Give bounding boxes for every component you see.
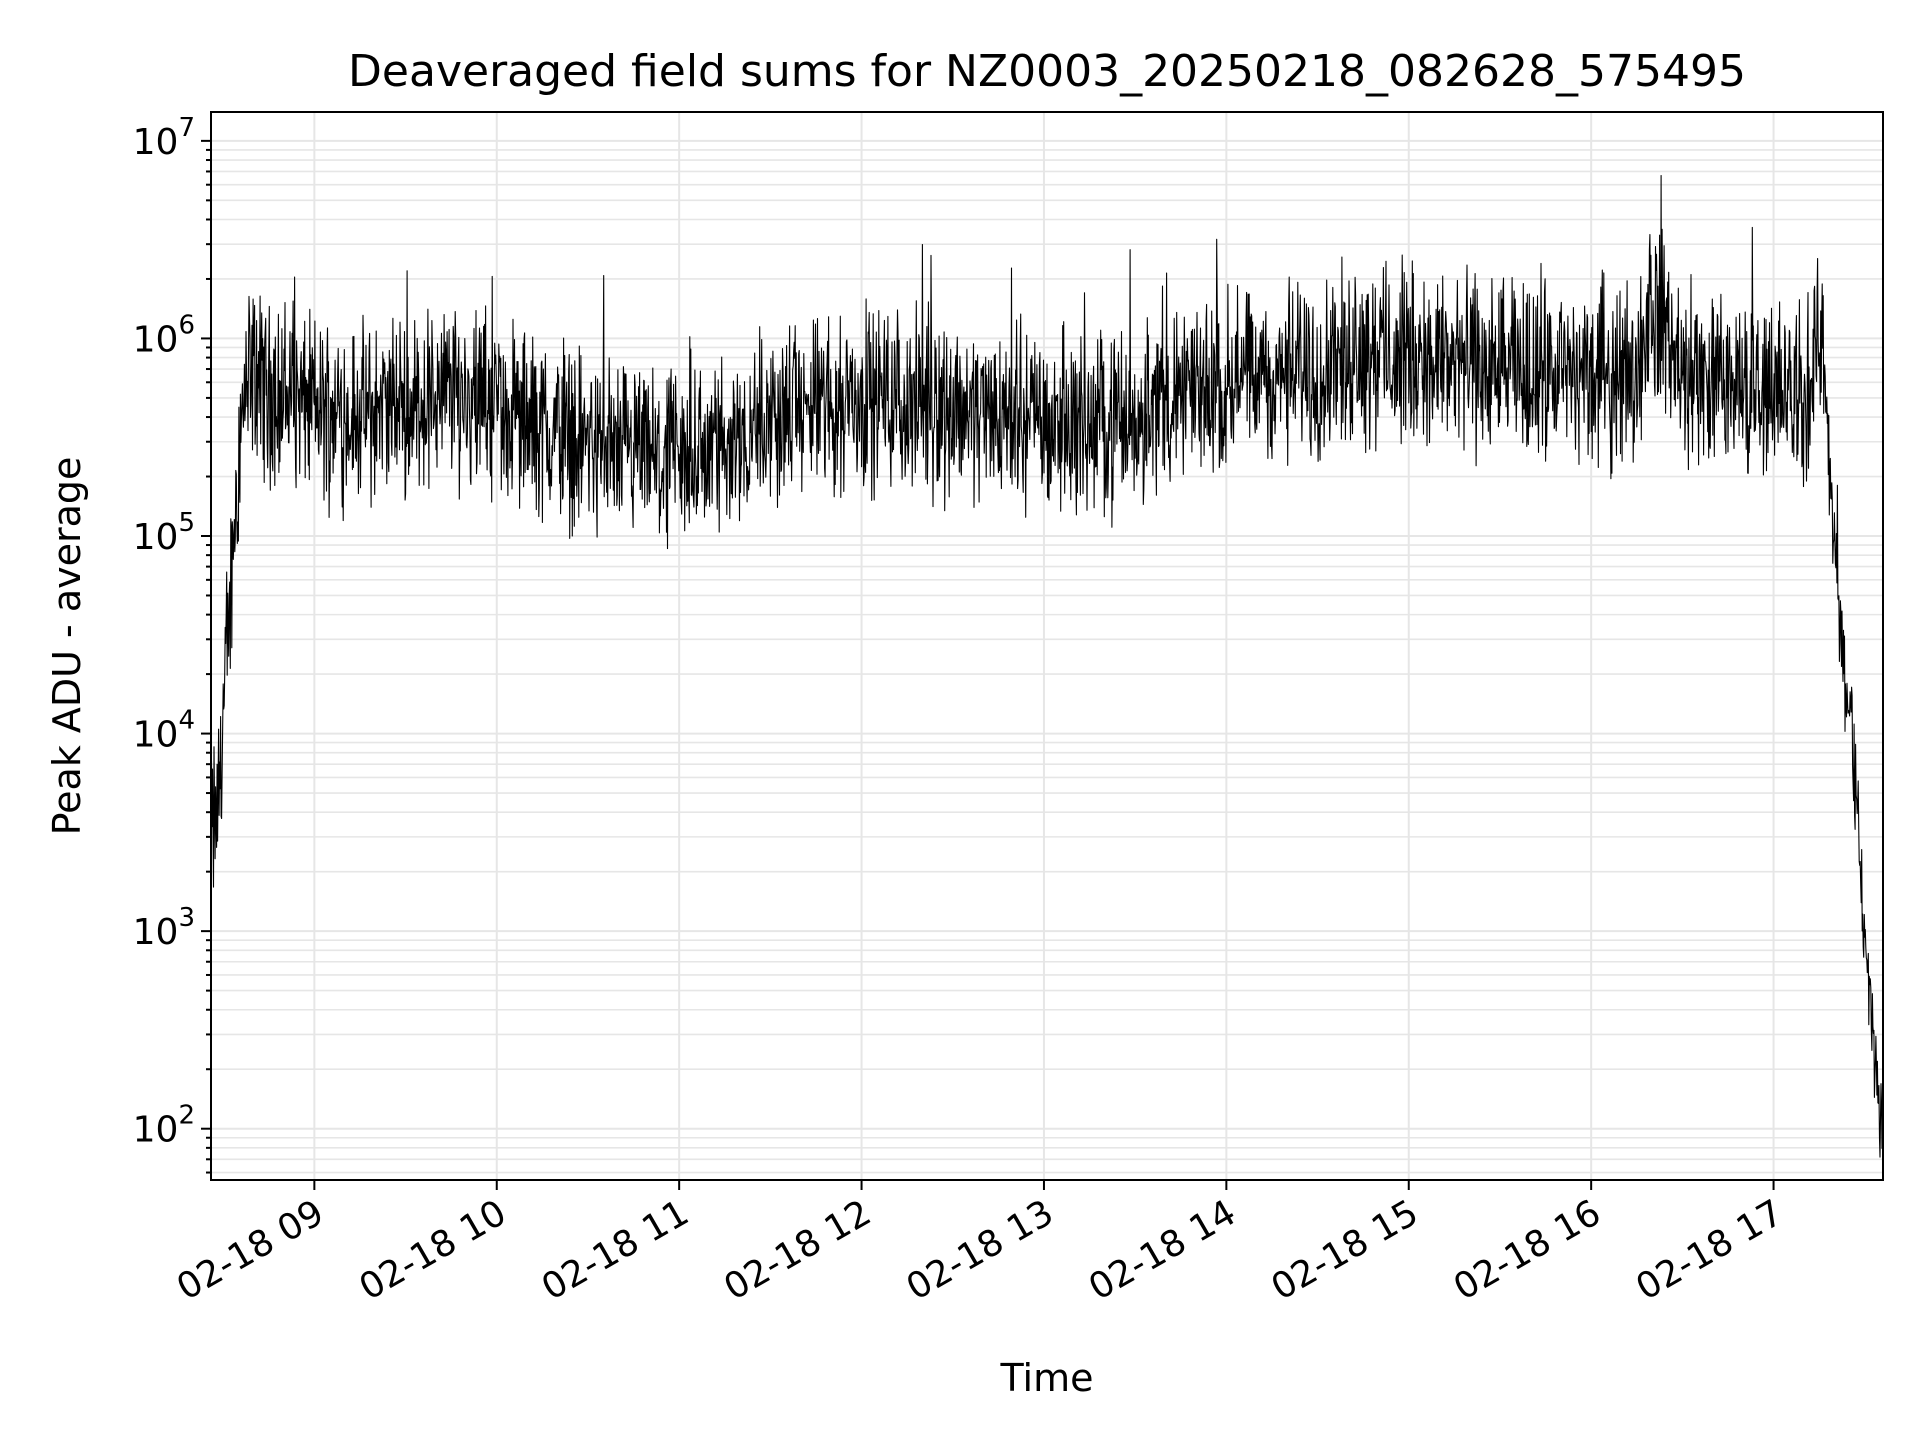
plot-frame <box>210 111 1884 1181</box>
x-tick-label: 02-18 15 <box>1265 1192 1426 1308</box>
y-tick-label: 107 <box>133 113 195 163</box>
x-axis-label: Time <box>1000 1356 1094 1400</box>
x-tick-label: 02-18 11 <box>535 1192 696 1308</box>
y-tick-label: 102 <box>133 1101 195 1151</box>
x-tick-label: 02-18 10 <box>353 1192 514 1308</box>
y-tick-label: 104 <box>133 706 195 756</box>
x-tick-label: 02-18 09 <box>170 1192 331 1308</box>
x-tick-label: 02-18 12 <box>717 1192 878 1308</box>
x-tick-label: 02-18 17 <box>1629 1192 1790 1308</box>
x-axis: 02-18 09 02-18 10 02-18 11 02-18 12 02-18 13… <box>170 1180 1790 1309</box>
x-tick-label: 02-18 13 <box>900 1192 1061 1308</box>
y-tick-label: 106 <box>133 310 195 360</box>
y-axis-label: Peak ADU - average <box>45 457 89 836</box>
plot-background <box>211 112 1883 1180</box>
series-line <box>210 174 1884 1158</box>
x-tick-label: 02-18 16 <box>1447 1192 1608 1308</box>
y-axis: 102 103 104 105 106 107 <box>133 113 211 1174</box>
series-group <box>210 174 1884 1158</box>
y-tick-label: 103 <box>133 903 195 953</box>
x-tick-label: 02-18 14 <box>1082 1192 1243 1308</box>
y-tick-label: 105 <box>133 508 195 558</box>
chart-title: Deaveraged field sums for NZ0003_2025021… <box>348 46 1746 97</box>
